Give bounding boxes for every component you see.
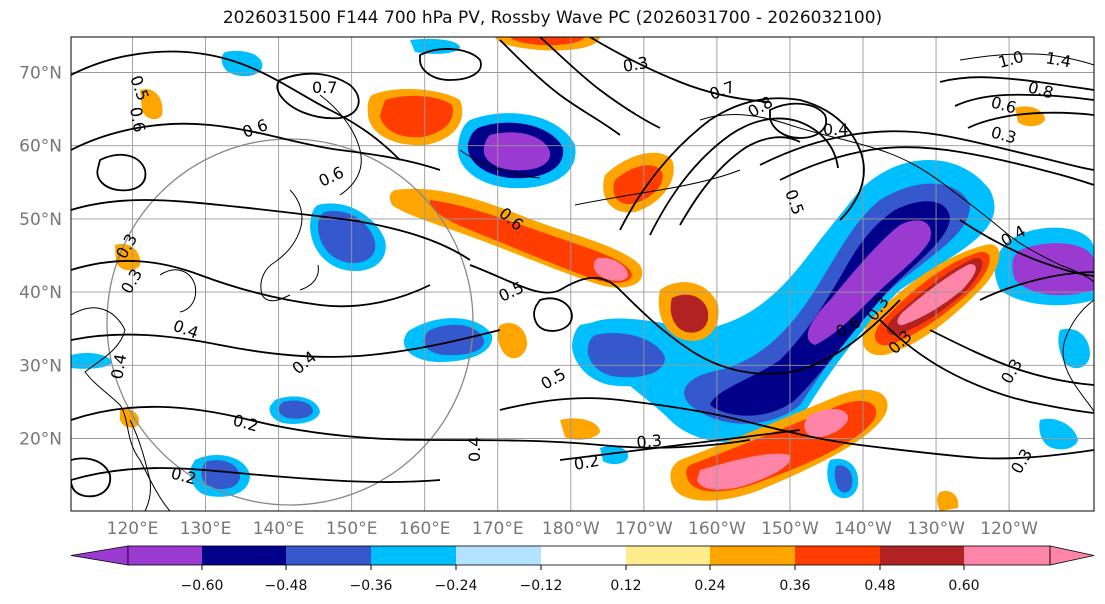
neg-anomaly-cyan-west	[71, 352, 112, 369]
colorbar-label: 0.48	[864, 578, 895, 594]
colorbar	[70, 545, 1095, 566]
lat-tick-label: 30°N	[19, 356, 62, 376]
colorbar-label: 0.60	[948, 578, 979, 594]
colorbar-extend-min	[70, 545, 129, 566]
lon-tick-label: 120°E	[107, 519, 159, 539]
pos-anomaly-redorange-siberia	[380, 95, 453, 138]
neg-anomaly-cyan-top	[410, 38, 460, 54]
colorbar-swatch	[541, 546, 626, 565]
lon-tick-label: 150°W	[761, 519, 819, 539]
colorbar-swatch	[880, 546, 964, 565]
neg-anomaly-purple-trough	[807, 220, 931, 345]
pos-anomaly-firebrick-midpac	[670, 294, 709, 333]
pos-anomaly-pink-kamchatka	[593, 257, 628, 281]
pos-anomaly-orange-alaska-e	[1015, 106, 1045, 127]
colorbar-label: −0.60	[181, 578, 224, 594]
colorbar-label: 0.24	[694, 578, 725, 594]
pos-anomaly-orange-small	[497, 322, 528, 359]
pos-anomaly-orange-se	[937, 490, 959, 511]
colorbar-swatch	[128, 546, 202, 565]
pos-anomaly-orange-hi	[560, 418, 600, 440]
colorbar-swatch	[371, 546, 456, 565]
pos-anomaly-redorange-top	[510, 37, 585, 46]
colorbar-swatch	[964, 546, 1050, 565]
pv-anomaly-shading	[71, 37, 1094, 511]
lon-tick-label: 170°E	[472, 519, 524, 539]
pos-anomaly-orange-tropw	[120, 409, 139, 428]
colorbar-labels: −0.60 −0.48 −0.36 −0.24 −0.12 0.12 0.24 0.36 0.4…	[181, 565, 980, 594]
colorbar-swatch	[626, 546, 710, 565]
colorbar-label: 0.36	[779, 578, 810, 594]
neg-anomaly-blue-hawaii	[834, 465, 853, 493]
colorbar-label: 0.12	[610, 578, 641, 594]
contour-label: 0.7	[312, 78, 337, 97]
neg-anomaly-blue-central	[587, 332, 665, 378]
pv-contours	[71, 37, 1094, 498]
lat-tick-label: 20°N	[19, 430, 62, 450]
pos-anomaly-redorange-kamchatka	[429, 200, 632, 283]
pos-anomaly-orange-west	[140, 89, 163, 120]
colorbar-swatch	[286, 546, 371, 565]
chart-title: 2026031500 F144 700 hPa PV, Rossby Wave …	[222, 8, 883, 28]
colorbar-swatch	[795, 546, 880, 565]
lon-tick-label: 130°W	[907, 519, 965, 539]
lat-tick-label: 40°N	[19, 283, 62, 303]
lat-tick-label: 60°N	[19, 137, 62, 157]
neg-anomaly-cyan-baja	[1058, 328, 1090, 369]
latitude-tick-labels: 70°N 60°N 50°N 40°N 30°N 20°N	[19, 64, 62, 450]
lon-tick-label: 140°E	[253, 519, 305, 539]
neg-anomaly-blue-tropics	[201, 460, 240, 490]
neg-anomaly-purple-bering	[483, 132, 551, 171]
lon-tick-label: 120°W	[980, 519, 1038, 539]
coastlines	[71, 53, 1094, 511]
colorbar-frame	[127, 545, 1051, 566]
lon-tick-label: 160°W	[688, 519, 746, 539]
contour-label: 0.4	[107, 352, 130, 380]
colorbar-extend-max	[1049, 545, 1095, 566]
pos-anomaly-pink-coast	[897, 264, 976, 326]
lon-tick-label: 130°E	[180, 519, 232, 539]
lat-tick-label: 50°N	[19, 210, 62, 230]
colorbar-swatch	[710, 546, 795, 565]
contour-label: 0.6	[126, 105, 149, 133]
colorbar-label: −0.12	[520, 578, 563, 594]
reference-circle	[106, 138, 474, 506]
pos-anomaly-pink-south2	[804, 408, 849, 438]
pos-anomaly-redorange-alaska	[613, 165, 663, 205]
contour-label: 0.2	[572, 451, 600, 474]
lat-tick-label: 70°N	[19, 64, 62, 84]
pos-anomaly-pink-south	[697, 453, 791, 490]
colorbar-swatch	[202, 546, 286, 565]
lon-tick-label: 140°W	[834, 519, 892, 539]
neg-anomaly-cyan-se	[1039, 418, 1078, 450]
neg-anomaly-blue-japan	[318, 211, 376, 264]
lon-tick-label: 150°E	[326, 519, 378, 539]
lon-tick-label: 170°W	[615, 519, 673, 539]
longitude-tick-labels: 120°E 130°E 140°E 150°E 160°E 170°E 180°W 170°W…	[107, 519, 1039, 539]
colorbar-label: −0.24	[435, 578, 478, 594]
contour-label: 0.3	[636, 431, 663, 452]
map-frame	[70, 36, 1095, 512]
contour-label: 0.4	[465, 437, 484, 462]
neg-anomaly-purple-east	[1012, 243, 1094, 296]
contour-label: 1.4	[1044, 48, 1072, 71]
contour-label: 0.3	[621, 53, 649, 76]
lon-tick-label: 180°W	[542, 519, 600, 539]
lon-tick-label: 160°E	[399, 519, 451, 539]
colorbar-swatch	[456, 546, 541, 565]
contour-label: 0.4	[823, 120, 848, 139]
colorbar-label: −0.48	[265, 578, 308, 594]
neg-anomaly-blue-sw	[278, 400, 313, 419]
neg-anomaly-blue-midwest	[423, 324, 485, 356]
colorbar-label: −0.36	[350, 578, 393, 594]
neg-anomaly-cyan-hi	[600, 446, 629, 465]
